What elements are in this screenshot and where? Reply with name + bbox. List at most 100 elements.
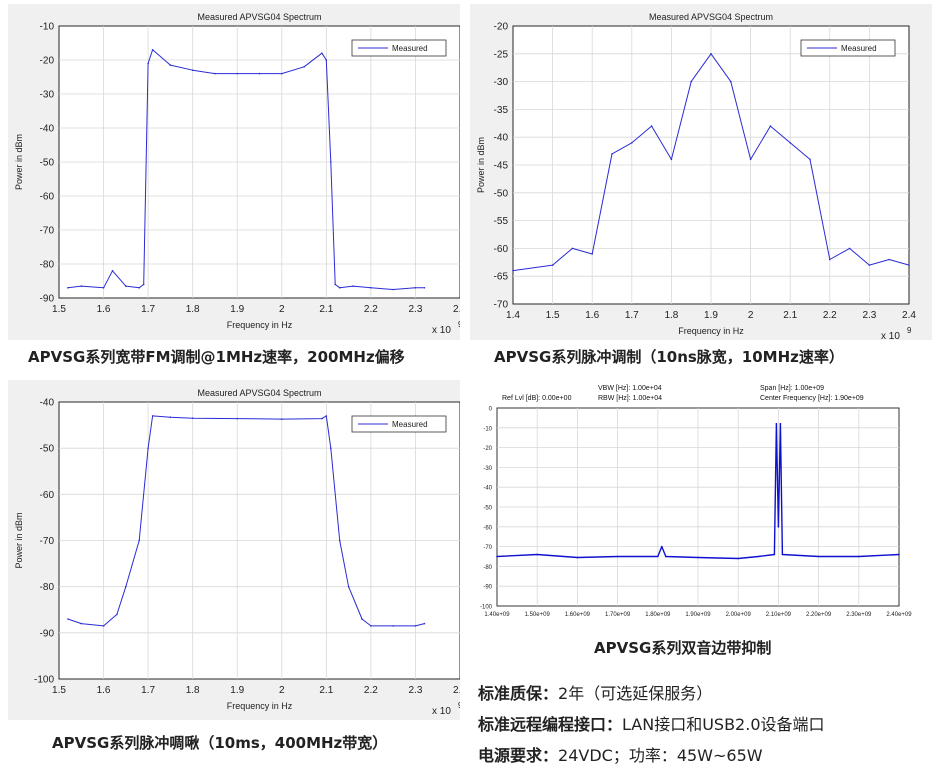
data-point bbox=[423, 287, 426, 289]
x-tick-label: 2.2 bbox=[823, 310, 837, 321]
x-tick-label: 1.7 bbox=[141, 304, 155, 315]
data-point bbox=[102, 287, 105, 289]
chart-chirp-svg: Measured APVSG04 Spectrum 1.5 1.6 1.7 1.8 1.9… bbox=[8, 380, 467, 720]
x-tick-label: 1.6 bbox=[585, 310, 599, 321]
chart-title: Measured APVSG04 Spectrum bbox=[197, 12, 321, 22]
data-point bbox=[710, 53, 712, 55]
y-tick-label: -40 bbox=[40, 124, 55, 135]
data-point bbox=[338, 287, 341, 289]
y-tick-label: -60 bbox=[40, 490, 55, 501]
x-tick-label: 1.5 bbox=[52, 685, 66, 696]
data-point bbox=[80, 285, 83, 287]
data-point bbox=[347, 585, 350, 588]
y-tick-label: -50 bbox=[494, 188, 509, 199]
chart-pulse-chirp: Measured APVSG04 Spectrum 1.5 1.6 1.7 1.8 1.9… bbox=[8, 380, 467, 720]
y-tick-label: -80 bbox=[483, 565, 492, 571]
data-point bbox=[661, 545, 663, 548]
data-point bbox=[858, 555, 860, 558]
data-point bbox=[414, 625, 417, 627]
data-point bbox=[773, 553, 776, 556]
data-point bbox=[496, 555, 498, 558]
x-tick-label: 1.90e+09 bbox=[685, 612, 711, 618]
spec-power-label: 电源要求： bbox=[478, 746, 559, 765]
caption-fm-modulation: APVSG系列宽带FM调制@1MHz速率，200MHz偏移 bbox=[28, 348, 405, 366]
data-point bbox=[80, 622, 83, 625]
data-point bbox=[908, 264, 910, 266]
x-tick-label: 2.1 bbox=[319, 304, 333, 315]
data-point bbox=[888, 258, 890, 261]
y-tick-label: -50 bbox=[40, 444, 55, 455]
y-tick-label: -40 bbox=[483, 486, 492, 492]
y-tick-label: -25 bbox=[494, 49, 509, 60]
center-frequency-label: Center Frequency [Hz]: 1.90e+09 bbox=[760, 395, 864, 402]
data-point bbox=[138, 539, 140, 542]
y-tick-label: -10 bbox=[40, 22, 55, 33]
data-point bbox=[591, 253, 593, 255]
y-tick-label: -65 bbox=[494, 272, 509, 283]
data-point bbox=[512, 269, 514, 272]
data-point bbox=[169, 416, 172, 418]
x-tick-label: 2.40e+09 bbox=[886, 612, 912, 618]
data-point bbox=[138, 287, 140, 289]
data-point bbox=[779, 423, 782, 425]
legend-label: Measured bbox=[392, 420, 428, 429]
data-point bbox=[657, 555, 659, 558]
data-point bbox=[321, 52, 323, 54]
y-tick-label: -100 bbox=[480, 605, 493, 611]
y-tick-label: -90 bbox=[483, 585, 492, 591]
series-line-measured bbox=[67, 49, 425, 290]
data-point bbox=[281, 418, 283, 420]
x-exponent-label: x 10 bbox=[432, 325, 451, 336]
data-point bbox=[338, 539, 341, 542]
x-tick-label: 1.7 bbox=[141, 685, 155, 696]
caption-pulse-modulation: APVSG系列脉冲调制（10ns脉宽，10MHz速率） bbox=[494, 348, 844, 366]
data-point bbox=[147, 447, 149, 449]
rbw-label: RBW [Hz]: 1.00e+04 bbox=[598, 395, 662, 402]
x-tick-label: 2.4 bbox=[453, 685, 460, 696]
x-tick-label: 1.6 bbox=[97, 304, 111, 315]
x-tick-label: 2.3 bbox=[862, 310, 876, 321]
chart-two-tone-svg: 1.40e+09 1.50e+09 1.60e+09 1.70e+09 1.80e+09… bbox=[480, 385, 912, 618]
data-point bbox=[690, 80, 692, 83]
chart-title: Measured APVSG04 Spectrum bbox=[649, 12, 773, 22]
data-point bbox=[898, 553, 900, 556]
data-point bbox=[151, 49, 154, 51]
data-point bbox=[576, 556, 579, 559]
vbw-label: VBW [Hz]: 1.00e+04 bbox=[598, 385, 662, 392]
y-tick-label: -30 bbox=[483, 466, 492, 472]
data-point bbox=[111, 270, 114, 272]
chart-title: Measured APVSG04 Spectrum bbox=[197, 388, 321, 398]
legend-box bbox=[351, 39, 447, 57]
y-tick-label: -30 bbox=[40, 90, 55, 101]
x-tick-label: 1.8 bbox=[664, 310, 678, 321]
x-axis-label: Frequency in Hz bbox=[227, 320, 293, 330]
x-tick-label: 1.4 bbox=[506, 310, 520, 321]
y-tick-label: -40 bbox=[40, 398, 55, 409]
x-tick-label: 2.2 bbox=[364, 304, 378, 315]
y-axis-label: Power in dBm bbox=[476, 137, 486, 193]
x-tick-label: 1.40e+09 bbox=[484, 612, 510, 618]
x-tick-label: 1.9 bbox=[230, 304, 244, 315]
y-tick-label: -30 bbox=[494, 77, 509, 88]
y-tick-label: -90 bbox=[40, 628, 55, 639]
spec-interface: 标准远程编程接口：LAN接口和USB2.0设备端口 bbox=[478, 711, 825, 735]
span-label: Span [Hz]: 1.00e+09 bbox=[760, 385, 824, 392]
y-tick-label: -70 bbox=[483, 545, 492, 551]
x-exponent-power: 9 bbox=[907, 326, 912, 335]
data-point bbox=[571, 247, 574, 250]
x-tick-label: 1.9 bbox=[704, 310, 718, 321]
chart-fm-svg: Measured APVSG04 Spectrum 1.5 1.6 1.7 1.8 1.9… bbox=[8, 4, 467, 340]
y-tick-label: -100 bbox=[34, 675, 54, 686]
data-point bbox=[631, 142, 633, 144]
chart-pulse-modulation: Measured APVSG04 Spectrum 1.4 1.5 1.6 1.7 1.8… bbox=[470, 4, 932, 342]
spec-interface-value: LAN接口和USB2.0设备端口 bbox=[622, 715, 825, 734]
legend-label: Measured bbox=[841, 44, 877, 53]
data-point bbox=[370, 625, 372, 627]
y-tick-label: -70 bbox=[494, 300, 509, 311]
chart-pulse-svg: Measured APVSG04 Spectrum 1.4 1.5 1.6 1.7 1.8… bbox=[470, 4, 932, 342]
y-tick-label: -55 bbox=[494, 216, 509, 227]
data-point bbox=[829, 258, 831, 261]
data-point bbox=[169, 64, 172, 66]
x-tick-label: 2.4 bbox=[902, 310, 916, 321]
x-tick-label: 2.1 bbox=[319, 685, 333, 696]
